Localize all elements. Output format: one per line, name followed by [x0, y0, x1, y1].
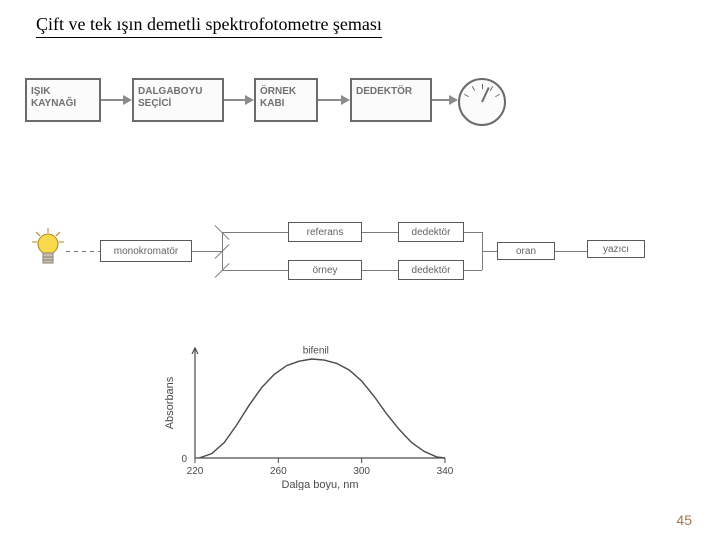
lightbulb-icon	[30, 228, 66, 272]
block-isik-kaynagi: IŞIKKAYNAĞI	[25, 78, 101, 122]
svg-text:0: 0	[181, 454, 187, 465]
block-dedektor: DEDEKTÖR	[350, 78, 432, 122]
gauge-icon	[458, 78, 506, 126]
block-dedektor1: dedektör	[398, 222, 464, 242]
block-yazici: yazıcı	[587, 240, 645, 258]
block-dedektor2: dedektör	[398, 260, 464, 280]
block-ornek-kabi: ÖRNEKKABI	[254, 78, 318, 122]
svg-text:260: 260	[270, 466, 287, 477]
block-orney: örney	[288, 260, 362, 280]
page-number: 45	[676, 512, 692, 528]
svg-text:bifenil: bifenil	[303, 346, 329, 357]
block-referans: referans	[288, 222, 362, 242]
svg-text:300: 300	[353, 466, 370, 477]
block-monokromator: monokromatör	[100, 240, 192, 262]
page-title: Çift ve tek ışın demetli spektrofotometr…	[36, 14, 382, 38]
block-oran: oran	[497, 242, 555, 260]
single-beam-diagram: IŞIKKAYNAĞI DALGABOYUSEÇİCİ ÖRNEKKABI DEDEK…	[20, 60, 700, 140]
svg-text:340: 340	[437, 466, 454, 477]
double-beam-diagram: monokromatör referans örney dedektör dedektö…	[20, 200, 700, 310]
svg-text:220: 220	[187, 466, 204, 477]
block-dalgaboyu: DALGABOYUSEÇİCİ	[132, 78, 224, 122]
svg-text:Dalga boyu, nm: Dalga boyu, nm	[281, 479, 358, 490]
absorbance-chart: 220 260 300 340 0 Dalga boyu, nm Absorbans bife…	[155, 340, 455, 490]
chart-svg: 220 260 300 340 0 Dalga boyu, nm Absorbans bife…	[155, 340, 455, 490]
svg-text:Absorbans: Absorbans	[164, 376, 176, 429]
